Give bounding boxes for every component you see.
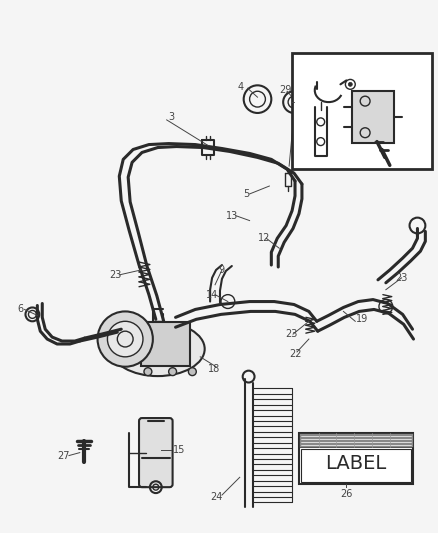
Circle shape [188, 368, 196, 376]
Text: 3: 3 [169, 112, 175, 122]
Bar [141, 322, 191, 366]
Text: 14: 14 [206, 289, 219, 300]
Text: 23: 23 [396, 273, 408, 283]
Bar [299, 433, 413, 447]
Bar [301, 449, 410, 482]
Text: 27: 27 [57, 450, 70, 461]
FancyBboxPatch shape [139, 418, 173, 487]
Text: 13: 13 [226, 211, 238, 221]
Bar [292, 53, 432, 169]
Circle shape [107, 321, 143, 357]
Text: 25: 25 [388, 60, 400, 70]
Text: 28: 28 [339, 155, 351, 164]
Text: 22: 22 [289, 349, 302, 359]
Text: 12: 12 [258, 233, 270, 244]
Text: 26: 26 [340, 489, 353, 499]
Text: LABEL: LABEL [325, 454, 386, 473]
Text: 24: 24 [210, 492, 223, 502]
Text: 9: 9 [218, 265, 224, 275]
Text: 29: 29 [279, 85, 292, 95]
Bar [299, 433, 413, 484]
Circle shape [98, 311, 153, 367]
Text: 6: 6 [18, 304, 24, 314]
Text: 15: 15 [173, 445, 185, 455]
Circle shape [144, 368, 152, 376]
Text: 4: 4 [238, 82, 244, 92]
Bar [352, 91, 394, 143]
Text: 5: 5 [244, 189, 250, 199]
Circle shape [169, 368, 177, 376]
Text: 23: 23 [285, 329, 297, 339]
Circle shape [348, 83, 352, 86]
Text: 18: 18 [208, 364, 220, 374]
Ellipse shape [111, 322, 205, 376]
Text: 23: 23 [110, 270, 122, 280]
Text: 19: 19 [356, 314, 368, 324]
